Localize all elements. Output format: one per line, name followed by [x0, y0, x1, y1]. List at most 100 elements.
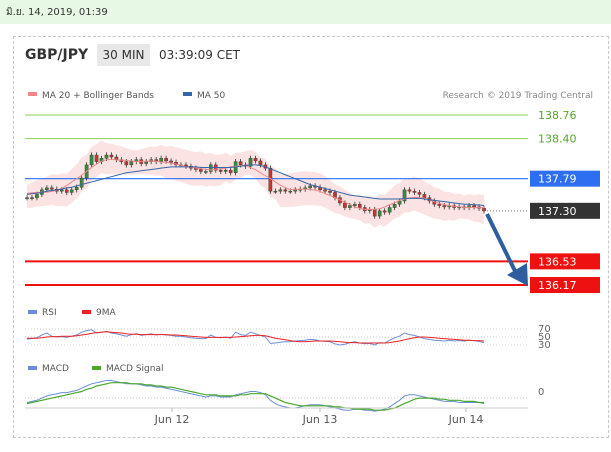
candle-body	[25, 197, 29, 199]
candle-body	[228, 169, 233, 173]
candle-body	[293, 189, 298, 192]
candle-body	[273, 190, 278, 193]
moving-averages	[26, 158, 485, 210]
candle-body	[358, 204, 362, 208]
forecast-arrow	[485, 213, 528, 286]
candle-body	[278, 189, 283, 192]
ma20-legend-label: MA 20 + Bollinger Bands	[42, 91, 154, 101]
pivot-label: 137.79	[538, 173, 577, 186]
bollinger-bands	[27, 140, 484, 228]
candle-body	[64, 189, 69, 193]
candle-body	[45, 187, 49, 191]
x-tick-label: Jun 12	[154, 413, 190, 426]
x-axis-ticks: Jun 12 Jun 13 Jun 14	[154, 408, 484, 426]
candle-body	[164, 158, 168, 162]
candle-body	[89, 154, 94, 166]
candle-body	[109, 154, 114, 158]
ma50-legend-swatch	[183, 92, 192, 96]
candle-body	[348, 205, 352, 208]
candle-body	[353, 204, 357, 206]
candle-body	[377, 210, 382, 217]
chart-time: 03:39:09 CET	[159, 48, 240, 62]
candle-body	[422, 194, 427, 198]
support-label-4: 136.53	[538, 255, 577, 268]
resistance-label-1: 138.40	[538, 133, 577, 146]
macd-line	[26, 380, 485, 412]
support-label-bg-5	[530, 277, 600, 293]
macd-signal-legend-swatch	[92, 366, 101, 370]
candle-body	[238, 161, 243, 166]
rsi-ma-line	[27, 331, 485, 344]
level-lines	[25, 114, 528, 286]
rsi-tick-50: 50	[538, 332, 551, 343]
rsi-tick-70: 70	[538, 324, 551, 335]
candle-body	[392, 204, 397, 208]
candle-body	[59, 189, 64, 192]
pair-title: GBP/JPY	[25, 47, 89, 63]
candle-body	[288, 190, 293, 193]
candle-body	[407, 189, 412, 192]
candle-body	[323, 189, 327, 192]
timeframe-badge[interactable]: 30 MIN	[97, 44, 150, 66]
support-label-5: 136.17	[538, 279, 577, 292]
research-credit: Research © 2019 Trading Central	[443, 91, 593, 101]
rsi-legend-swatch	[28, 310, 37, 314]
macd-legend-label: MACD	[42, 364, 69, 374]
candle-body	[129, 161, 134, 166]
candle-body	[402, 189, 407, 202]
candle-body	[74, 187, 79, 191]
candle-body	[412, 190, 417, 193]
candle-body	[283, 189, 288, 192]
candle-body	[50, 187, 54, 190]
candle-body	[204, 171, 208, 173]
macd-tick-0: 0	[538, 387, 544, 398]
support-label-bg-4	[530, 253, 600, 270]
candle-body	[159, 158, 163, 162]
candle-body	[248, 158, 253, 167]
x-tick-label: Jun 13	[302, 413, 338, 426]
candle-body	[208, 164, 213, 172]
candle-body	[114, 156, 119, 160]
candle-body	[223, 169, 228, 172]
candle-body	[79, 177, 84, 188]
candle-body	[104, 154, 109, 159]
ma50-legend-label: MA 50	[197, 91, 226, 101]
candle-body	[69, 189, 74, 193]
macd-panel: 0	[25, 380, 544, 412]
level-labels: 138.76 138.40 137.79 137.30 136.53 136.17	[530, 109, 600, 293]
candle-body	[482, 208, 486, 212]
x-tick-label: Jun 14	[448, 413, 484, 426]
candle-body	[124, 161, 129, 166]
forecast-arrow-head	[507, 263, 528, 286]
candle-body	[382, 210, 387, 213]
rsi-ma-legend-swatch	[82, 310, 91, 314]
rsi-ma-legend-label: 9MA	[96, 308, 116, 318]
ma20-legend-swatch	[28, 92, 37, 96]
rsi-tick-30: 30	[538, 340, 551, 351]
candle-body	[472, 205, 476, 208]
chart-header: GBP/JPY 30 MIN 03:39:09 CET	[13, 36, 609, 74]
datetime-label: มิ.ย. 14, 2019, 01:39	[6, 7, 108, 18]
date-bar: มิ.ย. 14, 2019, 01:39	[0, 0, 611, 24]
macd-signal-line	[26, 382, 484, 411]
candle-body	[169, 160, 173, 163]
candle-body	[417, 192, 422, 195]
macd-signal-legend-label: MACD Signal	[106, 364, 164, 374]
candle-body	[442, 205, 447, 208]
candle-body	[372, 209, 377, 217]
ma50-line	[26, 164, 485, 207]
candle-body	[199, 169, 203, 172]
rsi-legend-label: RSI	[42, 308, 57, 318]
resistance-label-0: 138.76	[538, 109, 577, 122]
candle-body	[94, 154, 99, 162]
pivot-label-bg	[530, 170, 600, 187]
candle-body	[218, 169, 223, 172]
candle-body	[308, 185, 312, 189]
last-price-label: 137.30	[538, 205, 577, 218]
last-price-label-bg	[530, 202, 600, 219]
candle-body	[253, 158, 258, 162]
macd-legend-swatch	[28, 366, 37, 370]
candle-body	[328, 190, 332, 193]
